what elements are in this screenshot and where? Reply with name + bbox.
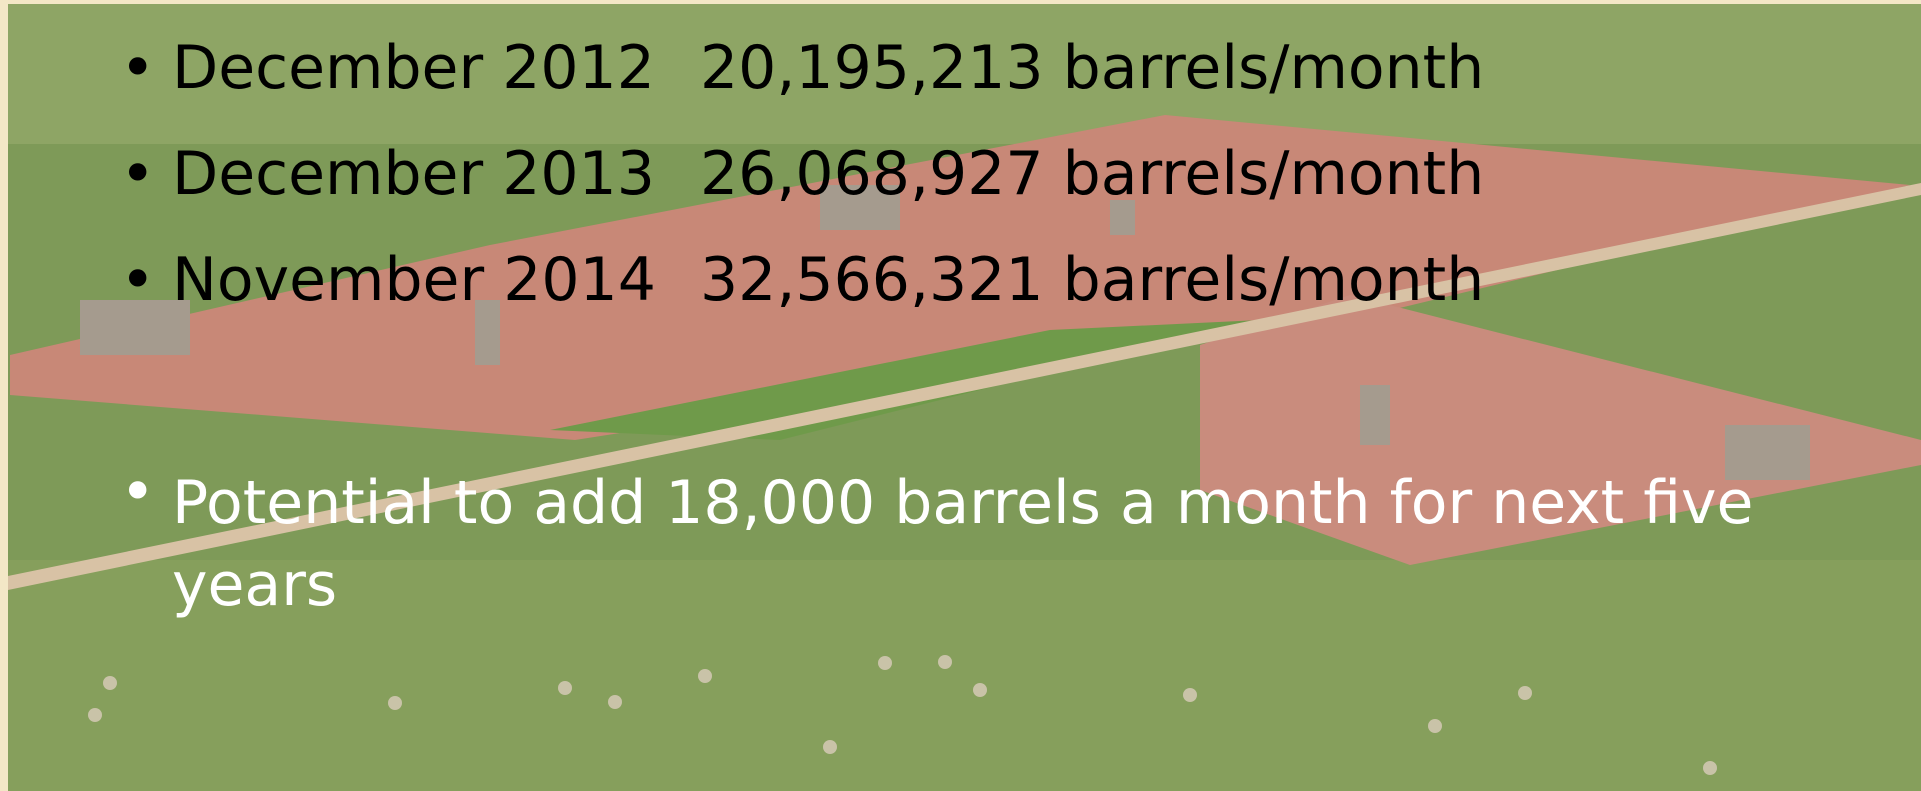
bullet: • <box>120 462 155 522</box>
bullet: • <box>120 144 155 204</box>
bullet-label: December 2013 <box>172 144 655 204</box>
bullet: • <box>120 250 155 310</box>
slide: • December 2012 20,195,213 barrels/month • D… <box>0 0 1921 791</box>
note-text: Potential to add 18,000 barrels a month … <box>172 462 1772 626</box>
bullet-amount: 32,566,321 barrels/month <box>700 250 1484 310</box>
bullet-label: November 2014 <box>172 250 656 310</box>
bullet-amount: 26,068,927 barrels/month <box>700 144 1484 204</box>
bullet-label: December 2012 <box>172 38 655 98</box>
bullet: • <box>120 38 155 98</box>
background-photo <box>0 0 1921 791</box>
bullet-amount: 20,195,213 barrels/month <box>700 38 1484 98</box>
